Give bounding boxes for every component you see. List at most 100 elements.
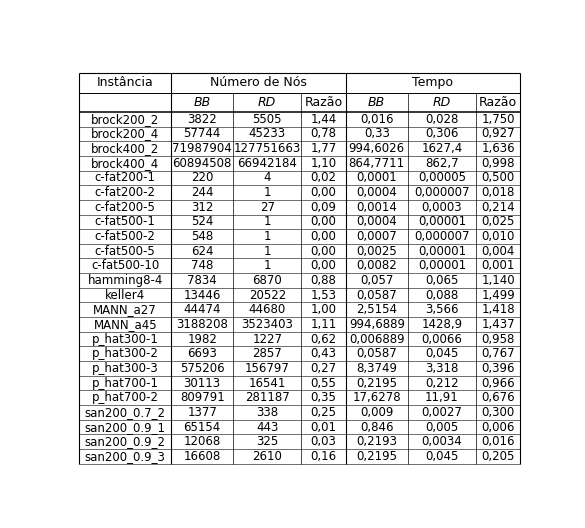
Text: 0,000007: 0,000007 <box>414 230 470 243</box>
Text: 0,025: 0,025 <box>481 215 515 228</box>
Text: 6870: 6870 <box>252 274 282 287</box>
Text: 4: 4 <box>263 172 271 184</box>
Text: 0,214: 0,214 <box>481 201 515 214</box>
Text: 1,00: 1,00 <box>311 303 336 316</box>
Text: 0,500: 0,500 <box>481 172 515 184</box>
Text: 0,212: 0,212 <box>425 376 459 390</box>
Text: 0,00: 0,00 <box>311 259 336 272</box>
Text: 312: 312 <box>191 201 214 214</box>
Text: 13446: 13446 <box>184 289 221 301</box>
Text: brock400_4: brock400_4 <box>91 157 159 169</box>
Text: 0,006889: 0,006889 <box>349 333 405 346</box>
Text: 1428,9: 1428,9 <box>421 318 462 331</box>
Text: 0,33: 0,33 <box>364 127 390 140</box>
Text: 0,767: 0,767 <box>481 347 515 360</box>
Text: 7834: 7834 <box>187 274 217 287</box>
Text: 0,0001: 0,0001 <box>356 172 397 184</box>
Text: 3,318: 3,318 <box>425 362 459 375</box>
Text: 0,005: 0,005 <box>425 421 459 433</box>
Text: c-fat500-2: c-fat500-2 <box>95 230 156 243</box>
Text: 2857: 2857 <box>252 347 282 360</box>
Text: p_hat300-2: p_hat300-2 <box>92 347 159 360</box>
Text: 0,0034: 0,0034 <box>422 435 462 448</box>
Text: 325: 325 <box>256 435 278 448</box>
Text: MANN_a45: MANN_a45 <box>94 318 157 331</box>
Text: 862,7: 862,7 <box>425 157 459 169</box>
Text: 0,306: 0,306 <box>425 127 459 140</box>
Text: 0,00005: 0,00005 <box>418 172 466 184</box>
Text: 66942184: 66942184 <box>238 157 297 169</box>
Text: 3188208: 3188208 <box>176 318 228 331</box>
Text: 0,27: 0,27 <box>311 362 336 375</box>
Text: 17,6278: 17,6278 <box>352 391 401 404</box>
Text: 20522: 20522 <box>249 289 286 301</box>
Text: 0,009: 0,009 <box>360 406 394 419</box>
Text: 0,09: 0,09 <box>311 201 336 214</box>
Text: 8,3749: 8,3749 <box>356 362 397 375</box>
Text: 0,78: 0,78 <box>311 127 336 140</box>
Text: 994,6026: 994,6026 <box>349 142 405 155</box>
Text: 220: 220 <box>191 172 214 184</box>
Text: 0,0003: 0,0003 <box>422 201 462 214</box>
Text: MANN_a27: MANN_a27 <box>94 303 157 316</box>
Text: 0,0004: 0,0004 <box>356 186 397 199</box>
Text: p_hat700-2: p_hat700-2 <box>92 391 159 404</box>
Text: 0,016: 0,016 <box>360 112 394 126</box>
Text: 0,396: 0,396 <box>481 362 515 375</box>
Text: 0,010: 0,010 <box>481 230 515 243</box>
Text: 281187: 281187 <box>245 391 290 404</box>
Text: 0,00001: 0,00001 <box>418 215 466 228</box>
Text: 524: 524 <box>191 215 214 228</box>
Text: 3,566: 3,566 <box>425 303 459 316</box>
Text: 0,00001: 0,00001 <box>418 259 466 272</box>
Text: 0,998: 0,998 <box>481 157 515 169</box>
Text: 1982: 1982 <box>187 333 217 346</box>
Text: 0,300: 0,300 <box>481 406 515 419</box>
Text: san200_0.9_1: san200_0.9_1 <box>85 421 166 433</box>
Text: 548: 548 <box>191 230 214 243</box>
Text: 30113: 30113 <box>184 376 221 390</box>
Text: c-fat500-10: c-fat500-10 <box>91 259 159 272</box>
Text: 0,2195: 0,2195 <box>356 450 397 463</box>
Text: p_hat300-1: p_hat300-1 <box>92 333 159 346</box>
Text: 0,676: 0,676 <box>481 391 515 404</box>
Text: 0,00: 0,00 <box>311 186 336 199</box>
Text: 57744: 57744 <box>184 127 221 140</box>
Text: RD: RD <box>433 96 451 109</box>
Text: c-fat200-5: c-fat200-5 <box>95 201 156 214</box>
Text: 244: 244 <box>191 186 214 199</box>
Text: 1: 1 <box>263 186 271 199</box>
Text: 2,5154: 2,5154 <box>356 303 397 316</box>
Text: 1,44: 1,44 <box>311 112 336 126</box>
Text: p_hat300-3: p_hat300-3 <box>92 362 159 375</box>
Text: 748: 748 <box>191 259 214 272</box>
Text: 0,205: 0,205 <box>481 450 515 463</box>
Text: 0,0066: 0,0066 <box>421 333 462 346</box>
Text: brock200_4: brock200_4 <box>91 127 159 140</box>
Text: brock400_2: brock400_2 <box>91 142 159 155</box>
Text: hamming8-4: hamming8-4 <box>88 274 163 287</box>
Text: 0,2193: 0,2193 <box>356 435 397 448</box>
Text: Razão: Razão <box>479 96 517 109</box>
Text: 11,91: 11,91 <box>425 391 459 404</box>
Text: 864,7711: 864,7711 <box>349 157 405 169</box>
Text: Instância: Instância <box>97 77 154 89</box>
Text: 0,16: 0,16 <box>311 450 336 463</box>
Text: c-fat200-1: c-fat200-1 <box>95 172 156 184</box>
Text: 0,62: 0,62 <box>311 333 336 346</box>
Text: BB: BB <box>194 96 211 109</box>
Text: 1,11: 1,11 <box>311 318 336 331</box>
Text: 624: 624 <box>191 244 214 258</box>
Text: p_hat700-1: p_hat700-1 <box>92 376 159 390</box>
Text: Razão: Razão <box>304 96 343 109</box>
Text: 1,53: 1,53 <box>311 289 336 301</box>
Text: 0,927: 0,927 <box>481 127 515 140</box>
Text: 44680: 44680 <box>249 303 286 316</box>
Text: 0,958: 0,958 <box>481 333 515 346</box>
Text: san200_0.7_2: san200_0.7_2 <box>85 406 166 419</box>
Text: 0,25: 0,25 <box>311 406 336 419</box>
Text: 5505: 5505 <box>253 112 282 126</box>
Text: 0,0027: 0,0027 <box>421 406 462 419</box>
Text: 1627,4: 1627,4 <box>421 142 463 155</box>
Text: 0,35: 0,35 <box>311 391 336 404</box>
